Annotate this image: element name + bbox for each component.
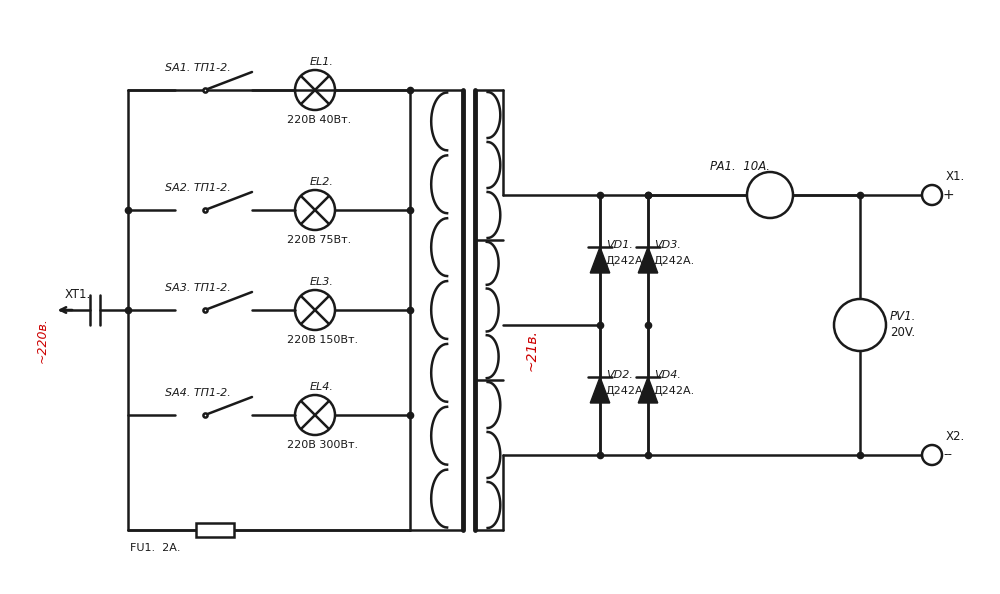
Text: SA4. ТП1-2.: SA4. ТП1-2. xyxy=(165,388,231,398)
Text: 220В 40Вт.: 220В 40Вт. xyxy=(287,115,351,125)
Text: VD1.: VD1. xyxy=(606,240,633,250)
Text: PA1.  10А.: PA1. 10А. xyxy=(710,160,770,173)
Text: 220В 150Вт.: 220В 150Вт. xyxy=(287,335,358,345)
Text: Д242А.: Д242А. xyxy=(654,386,695,396)
Text: VD2.: VD2. xyxy=(606,370,633,380)
FancyBboxPatch shape xyxy=(196,523,234,537)
Text: 220В 75Вт.: 220В 75Вт. xyxy=(287,235,351,245)
Circle shape xyxy=(834,299,886,351)
Text: A: A xyxy=(764,188,776,203)
Text: --: -- xyxy=(943,448,952,462)
Text: VD3.: VD3. xyxy=(654,240,681,250)
Text: 20V.: 20V. xyxy=(890,327,915,340)
Text: ~220в.: ~220в. xyxy=(36,317,48,363)
Circle shape xyxy=(922,185,942,205)
Text: EL2.: EL2. xyxy=(310,177,334,187)
Text: PV1.: PV1. xyxy=(890,311,916,324)
Text: Д242А.: Д242А. xyxy=(606,386,647,396)
Text: SA1. ТП1-2.: SA1. ТП1-2. xyxy=(165,63,231,73)
Text: SA2. ТП1-2.: SA2. ТП1-2. xyxy=(165,183,231,193)
Text: FU1.  2А.: FU1. 2А. xyxy=(130,543,180,553)
Text: ~21в.: ~21в. xyxy=(525,329,539,371)
Text: X2.: X2. xyxy=(946,431,965,444)
Text: VD4.: VD4. xyxy=(654,370,681,380)
Circle shape xyxy=(922,445,942,465)
Text: Д242А.: Д242А. xyxy=(654,256,695,266)
Text: EL1.: EL1. xyxy=(310,57,334,67)
Text: +: + xyxy=(943,188,955,202)
Circle shape xyxy=(747,172,793,218)
Polygon shape xyxy=(638,247,658,273)
Text: Д242А.: Д242А. xyxy=(606,256,647,266)
Text: EL3.: EL3. xyxy=(310,277,334,287)
Polygon shape xyxy=(590,377,610,403)
Text: X1.: X1. xyxy=(946,170,965,184)
Text: V: V xyxy=(854,318,866,333)
Polygon shape xyxy=(590,247,610,273)
Text: SA3. ТП1-2.: SA3. ТП1-2. xyxy=(165,283,231,293)
Polygon shape xyxy=(638,377,658,403)
Text: 220В 300Вт.: 220В 300Вт. xyxy=(287,440,358,450)
Text: EL4.: EL4. xyxy=(310,382,334,392)
Text: XT1.: XT1. xyxy=(65,289,91,302)
